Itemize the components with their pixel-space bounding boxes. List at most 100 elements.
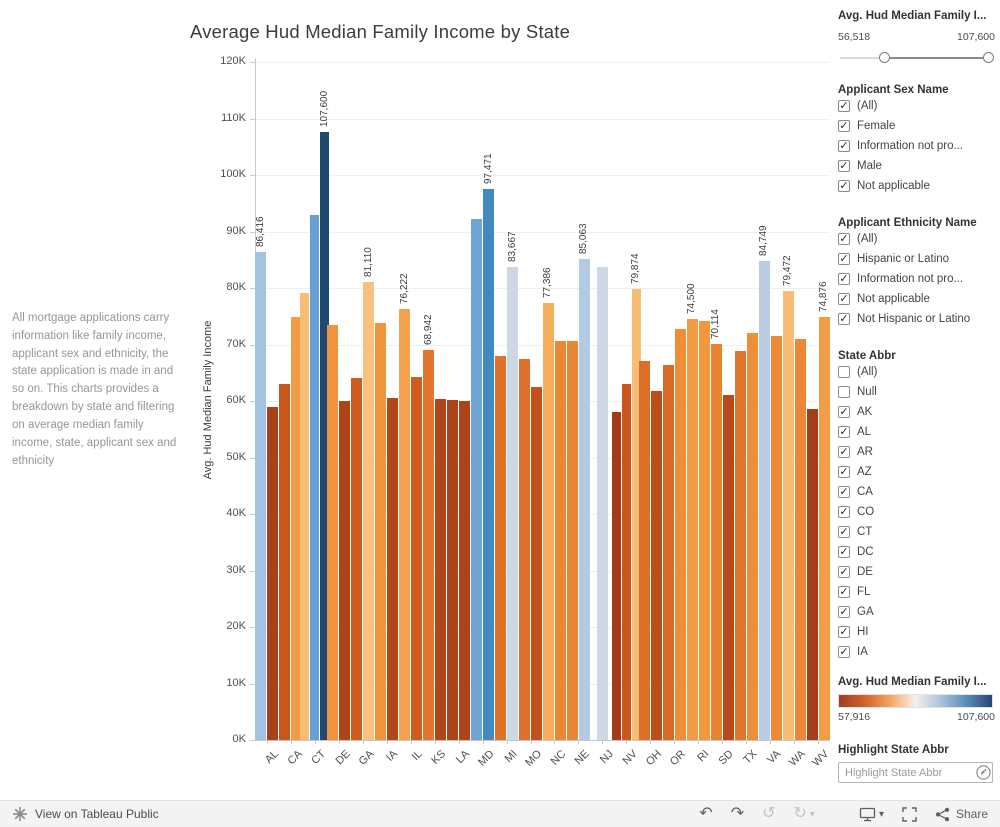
checkbox-checked-icon[interactable]: ✓: [838, 100, 850, 112]
applicant-sex-option-female[interactable]: ✓ Female: [838, 116, 995, 136]
x-axis-label-CA[interactable]: CA: [285, 748, 305, 768]
income-range-slider[interactable]: [838, 51, 995, 65]
bar-RI-1[interactable]: [686, 319, 698, 740]
bar-IA-1[interactable]: [375, 323, 387, 740]
checkbox-checked-icon[interactable]: ✓: [838, 313, 850, 325]
x-axis-label-AL[interactable]: AL: [262, 748, 281, 767]
checkbox-checked-icon[interactable]: ✓: [838, 406, 850, 418]
checkbox-checked-icon[interactable]: ✓: [838, 586, 850, 598]
view-on-tableau-public-link[interactable]: View on Tableau Public: [12, 806, 159, 822]
state-abbr-option-ga[interactable]: ✓ GA: [838, 602, 995, 622]
bar-SD-1[interactable]: [710, 343, 722, 740]
x-axis-label-RI[interactable]: RI: [695, 748, 712, 765]
bar-VA-2[interactable]: [770, 336, 782, 740]
reset-icon[interactable]: ↺: [762, 805, 776, 822]
checkbox-checked-icon[interactable]: ✓: [838, 466, 850, 478]
bar-WA-1[interactable]: [782, 290, 794, 740]
state-abbr-option-az[interactable]: ✓ AZ: [838, 462, 995, 482]
highlight-state-input[interactable]: [838, 762, 993, 783]
redo-icon[interactable]: ↷: [730, 805, 745, 822]
applicant-ethnicity-option-not-applicable[interactable]: ✓ Not applicable: [838, 289, 995, 309]
applicant-ethnicity-option-hispanic-or-latino[interactable]: ✓ Hispanic or Latino: [838, 249, 995, 269]
checkbox-checked-icon[interactable]: ✓: [838, 606, 850, 618]
bar-MO-1[interactable]: [519, 359, 531, 740]
applicant-ethnicity-option-information-not-pro[interactable]: ✓ Information not pro...: [838, 269, 995, 289]
bar-MI-1[interactable]: [495, 356, 507, 740]
state-abbr-option-co[interactable]: ✓ CO: [838, 502, 995, 522]
bar-NV-1[interactable]: [611, 412, 621, 740]
x-axis-label-KS[interactable]: KS: [429, 748, 449, 767]
state-abbr-option-ia[interactable]: ✓ IA: [838, 642, 995, 662]
x-axis-label-MI[interactable]: MI: [502, 748, 521, 766]
checkbox-checked-icon[interactable]: ✓: [838, 120, 850, 132]
x-axis-label-OR[interactable]: OR: [667, 748, 688, 769]
applicant-sex-option-all[interactable]: ✓ (All): [838, 96, 995, 116]
checkbox-checked-icon[interactable]: ✓: [838, 446, 850, 458]
x-axis-label-DE[interactable]: DE: [333, 748, 353, 768]
bar-NC-1[interactable]: [542, 302, 554, 740]
highlighter-pen-icon[interactable]: [976, 765, 991, 780]
bar-KS-1[interactable]: [423, 350, 435, 740]
x-axis-label-IA[interactable]: IA: [384, 748, 401, 764]
bar-NV-3[interactable]: [631, 288, 641, 740]
bar-MD-1[interactable]: [471, 219, 483, 740]
state-abbr-option-ar[interactable]: ✓ AR: [838, 442, 995, 462]
display-caret-icon[interactable]: ▾: [878, 808, 884, 820]
bar-LA-1[interactable]: [447, 399, 459, 740]
undo-icon[interactable]: ↶: [699, 805, 713, 822]
bar-MD-2[interactable]: [483, 189, 495, 740]
checkbox-checked-icon[interactable]: ✓: [838, 273, 850, 285]
bar-KS-2[interactable]: [435, 399, 447, 740]
checkbox-checked-icon[interactable]: ✓: [838, 160, 850, 172]
bar-VA-1[interactable]: [758, 261, 770, 740]
checkbox-checked-icon[interactable]: ✓: [838, 506, 850, 518]
bar-RI-2[interactable]: [698, 320, 710, 740]
bar-OH-1[interactable]: [638, 361, 650, 740]
state-abbr-option-ct[interactable]: ✓ CT: [838, 522, 995, 542]
bar-WV-2[interactable]: [818, 316, 830, 740]
x-axis-label-MD[interactable]: MD: [475, 748, 497, 769]
bar-TX-2[interactable]: [746, 333, 758, 740]
bar-SD-2[interactable]: [722, 395, 734, 740]
checkbox-checked-icon[interactable]: ✓: [838, 233, 850, 245]
x-axis-label-NE[interactable]: NE: [572, 748, 592, 768]
bar-IL-2[interactable]: [411, 377, 423, 740]
bar-DE-2[interactable]: [339, 401, 351, 740]
applicant-sex-option-not-applicable[interactable]: ✓ Not applicable: [838, 176, 995, 196]
checkbox-checked-icon[interactable]: ✓: [838, 566, 850, 578]
slider-handle-min[interactable]: [879, 52, 891, 63]
bar-NC-2[interactable]: [554, 340, 566, 740]
refresh-icon[interactable]: ↻: [793, 805, 807, 822]
x-axis-label-TX[interactable]: TX: [741, 748, 760, 767]
refresh-caret-icon[interactable]: ▾: [809, 808, 815, 820]
bar-WA-2[interactable]: [794, 338, 806, 740]
checkbox-checked-icon[interactable]: ✓: [838, 180, 850, 192]
checkbox-checked-icon[interactable]: ✓: [838, 293, 850, 305]
x-axis-label-OH[interactable]: OH: [643, 748, 664, 769]
bar-CA-2[interactable]: [291, 317, 303, 740]
x-axis-label-MO[interactable]: MO: [522, 748, 545, 770]
checkbox-checked-icon[interactable]: ✓: [838, 253, 850, 265]
bar-CT-3[interactable]: [320, 132, 330, 740]
x-axis-label-NV[interactable]: NV: [620, 748, 640, 768]
state-abbr-option-ca[interactable]: ✓ CA: [838, 482, 995, 502]
bar-IL-1[interactable]: [399, 309, 411, 740]
x-axis-label-VA[interactable]: VA: [765, 748, 784, 767]
checkbox-checked-icon[interactable]: ✓: [838, 526, 850, 538]
checkbox-unchecked-icon[interactable]: [838, 366, 850, 378]
applicant-sex-option-male[interactable]: ✓ Male: [838, 156, 995, 176]
checkbox-unchecked-icon[interactable]: [838, 386, 850, 398]
bar-TX-1[interactable]: [734, 351, 746, 740]
bar-WV-1[interactable]: [806, 409, 818, 740]
state-abbr-option-all[interactable]: (All): [838, 362, 995, 382]
bar-CT-2[interactable]: [310, 214, 320, 740]
bar-IA-2[interactable]: [387, 398, 399, 740]
bar-MI-2[interactable]: [507, 267, 519, 740]
bar-OR-2[interactable]: [674, 328, 686, 740]
display-download-icon[interactable]: [859, 807, 876, 822]
bar-NV-2[interactable]: [621, 384, 631, 740]
state-abbr-option-al[interactable]: ✓ AL: [838, 422, 995, 442]
x-axis-label-GA[interactable]: GA: [356, 748, 377, 768]
state-abbr-option-hi[interactable]: ✓ HI: [838, 622, 995, 642]
bar-GA-2[interactable]: [363, 281, 375, 740]
